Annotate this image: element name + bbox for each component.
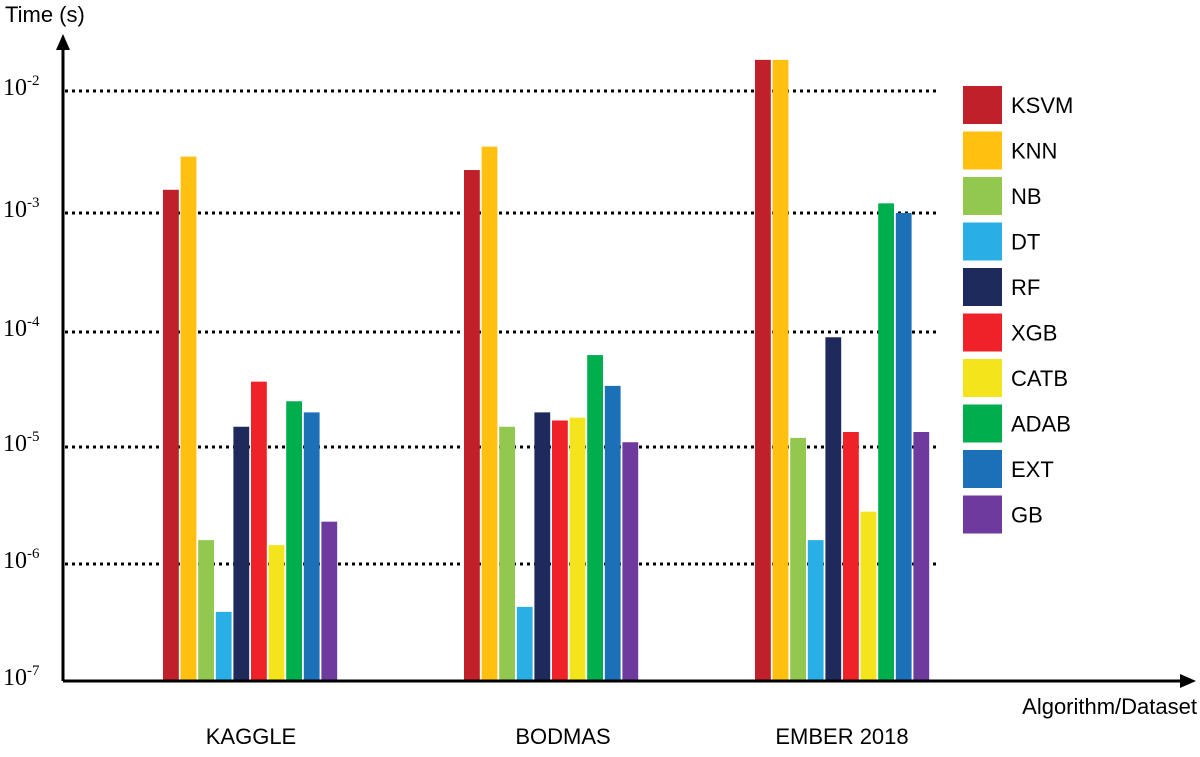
bar-nb-ember-2018 — [790, 437, 806, 681]
legend-label-dt: DT — [1011, 230, 1040, 255]
bar-rf-kaggle — [233, 426, 250, 681]
legend-swatch-dt — [963, 222, 1002, 261]
bar-rf-ember-2018 — [825, 337, 842, 681]
bar-adab-kaggle — [286, 401, 302, 681]
legend: KSVM KNN NB DT RF XGB CATB ADAB EXT GB — [963, 86, 1073, 534]
x-axis-arrow — [1180, 674, 1196, 688]
legend-label-gb: GB — [1011, 503, 1043, 528]
bar-knn-kaggle — [180, 156, 197, 681]
bar-ext-bodmas — [604, 385, 621, 681]
bar-rf-bodmas — [534, 412, 551, 681]
bar-ext-kaggle — [303, 412, 320, 681]
y-tick-labels: 10-7 10-6 10-5 10-4 10-3 10-2 — [3, 73, 40, 691]
y-axis-label: Time (s) — [5, 2, 85, 27]
legend-swatch-xgb — [963, 313, 1002, 352]
legend-swatch-rf — [963, 268, 1002, 306]
y-tick-label: 10-3 — [3, 195, 40, 223]
legend-swatch-ext — [963, 450, 1002, 488]
bar-ksvm-ember-2018 — [755, 59, 771, 682]
bar-gb-kaggle — [321, 521, 338, 681]
bar-ext-ember-2018 — [895, 213, 912, 681]
legend-label-rf: RF — [1011, 275, 1040, 300]
bar-catb-ember-2018 — [860, 511, 877, 681]
y-tick-label: 10-4 — [3, 314, 40, 342]
bar-adab-ember-2018 — [878, 203, 894, 681]
y-tick-label: 10-6 — [3, 546, 40, 574]
legend-swatch-adab — [963, 404, 1002, 443]
y-tick-label: 10-5 — [3, 429, 40, 457]
bar-dt-ember-2018 — [807, 540, 824, 681]
bar-adab-bodmas — [587, 355, 603, 681]
legend-swatch-ksvm — [963, 86, 1002, 124]
legend-swatch-knn — [963, 131, 1002, 170]
legend-label-ext: EXT — [1011, 457, 1054, 482]
bar-dt-bodmas — [516, 606, 533, 681]
legend-label-adab: ADAB — [1011, 412, 1071, 437]
bar-xgb-ember-2018 — [843, 432, 859, 681]
bar-nb-kaggle — [198, 540, 214, 681]
y-tick-label: 10-2 — [3, 73, 40, 101]
legend-swatch-catb — [963, 359, 1002, 397]
bar-xgb-bodmas — [552, 420, 568, 681]
category-labels: KAGGLE BODMAS EMBER 2018 — [206, 724, 909, 749]
bar-knn-bodmas — [481, 146, 498, 681]
legend-label-nb: NB — [1011, 184, 1042, 209]
legend-swatch-nb — [963, 177, 1002, 215]
bar-catb-kaggle — [268, 545, 285, 681]
bar-xgb-kaggle — [251, 381, 267, 681]
legend-swatch-gb — [963, 495, 1002, 534]
bar-dt-kaggle — [215, 611, 232, 681]
y-axis-arrow — [56, 34, 70, 50]
legend-label-knn: KNN — [1011, 139, 1057, 164]
legend-label-catb: CATB — [1011, 366, 1068, 391]
x-axis-label: Algorithm/Dataset — [1022, 694, 1197, 719]
bar-gb-bodmas — [622, 442, 639, 681]
bar-knn-ember-2018 — [772, 59, 789, 682]
bar-ksvm-bodmas — [464, 170, 480, 681]
bar-nb-bodmas — [499, 426, 515, 681]
legend-label-ksvm: KSVM — [1011, 93, 1073, 118]
bars — [163, 59, 930, 682]
category-label: EMBER 2018 — [775, 724, 908, 749]
bar-catb-bodmas — [569, 417, 586, 681]
legend-label-xgb: XGB — [1011, 321, 1057, 346]
bar-gb-ember-2018 — [913, 432, 930, 681]
y-tick-label: 10-7 — [3, 663, 40, 691]
category-label: BODMAS — [515, 724, 610, 749]
category-label: KAGGLE — [206, 724, 296, 749]
bar-ksvm-kaggle — [163, 189, 179, 681]
